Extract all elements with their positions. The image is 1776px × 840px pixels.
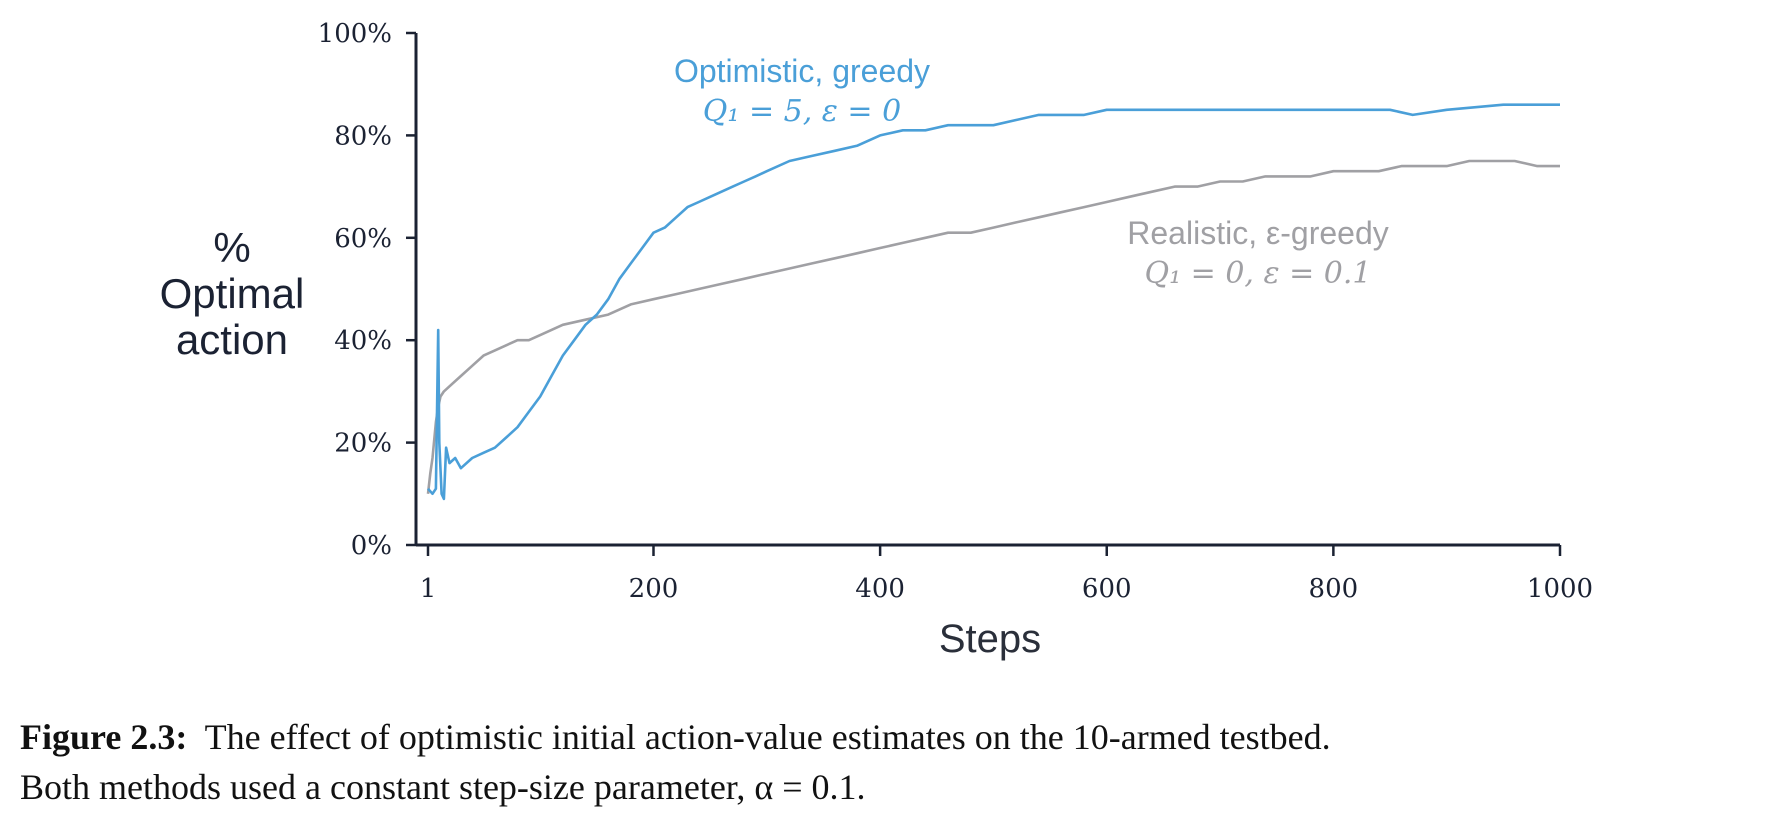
ticks: 0% 20% 40% 60% 80% 100% 1 200 400 600 800 1000: [318, 19, 1593, 604]
series-params-optimistic: Q₁ = 5, ε = 0: [703, 94, 901, 129]
y-axis-label: % Optimal action: [160, 224, 305, 363]
series-layer: [426, 103, 1560, 501]
y-tick-label: 60%: [334, 224, 392, 254]
caption-line-1: Figure 2.3: The effect of optimistic ini…: [20, 712, 1760, 762]
caption-line-2: Both methods used a constant step-size p…: [20, 767, 866, 807]
series-label-realistic: Realistic, ε-greedy: [1127, 215, 1388, 251]
x-tick-label: 600: [1082, 574, 1132, 604]
x-tick-label: 200: [629, 574, 679, 604]
caption-label: Figure 2.3:: [20, 717, 188, 757]
x-axis-label: Steps: [939, 617, 1041, 661]
y-tick-label: 100%: [318, 19, 392, 49]
x-tick-label: 800: [1309, 574, 1359, 604]
series-line-realistic-epsilon-greedy: [426, 159, 1560, 494]
y-axis-label-line: action: [176, 316, 288, 363]
y-tick-label: 40%: [334, 326, 392, 356]
x-tick-label: 400: [855, 574, 905, 604]
y-tick-label: 80%: [334, 121, 392, 151]
x-tick-label: 1: [420, 574, 437, 604]
figure-caption: Figure 2.3: The effect of optimistic ini…: [20, 712, 1760, 812]
y-axis-label-line: %: [213, 224, 250, 271]
y-tick-label: 20%: [334, 429, 392, 459]
y-tick-label: 0%: [351, 531, 392, 561]
annotation-realistic: Realistic, ε-greedy Q₁ = 0, ε = 0.1: [1127, 215, 1388, 291]
x-tick-label: 1000: [1527, 574, 1593, 604]
annotation-optimistic: Optimistic, greedy Q₁ = 5, ε = 0: [674, 53, 930, 129]
series-label-optimistic: Optimistic, greedy: [674, 53, 930, 89]
axes: [414, 33, 1560, 547]
y-axis-label-line: Optimal: [160, 270, 305, 317]
series-params-realistic: Q₁ = 0, ε = 0.1: [1144, 256, 1371, 291]
series-line-optimistic-greedy: [427, 103, 1560, 501]
caption-text-1: The effect of optimistic initial action-…: [204, 717, 1331, 757]
